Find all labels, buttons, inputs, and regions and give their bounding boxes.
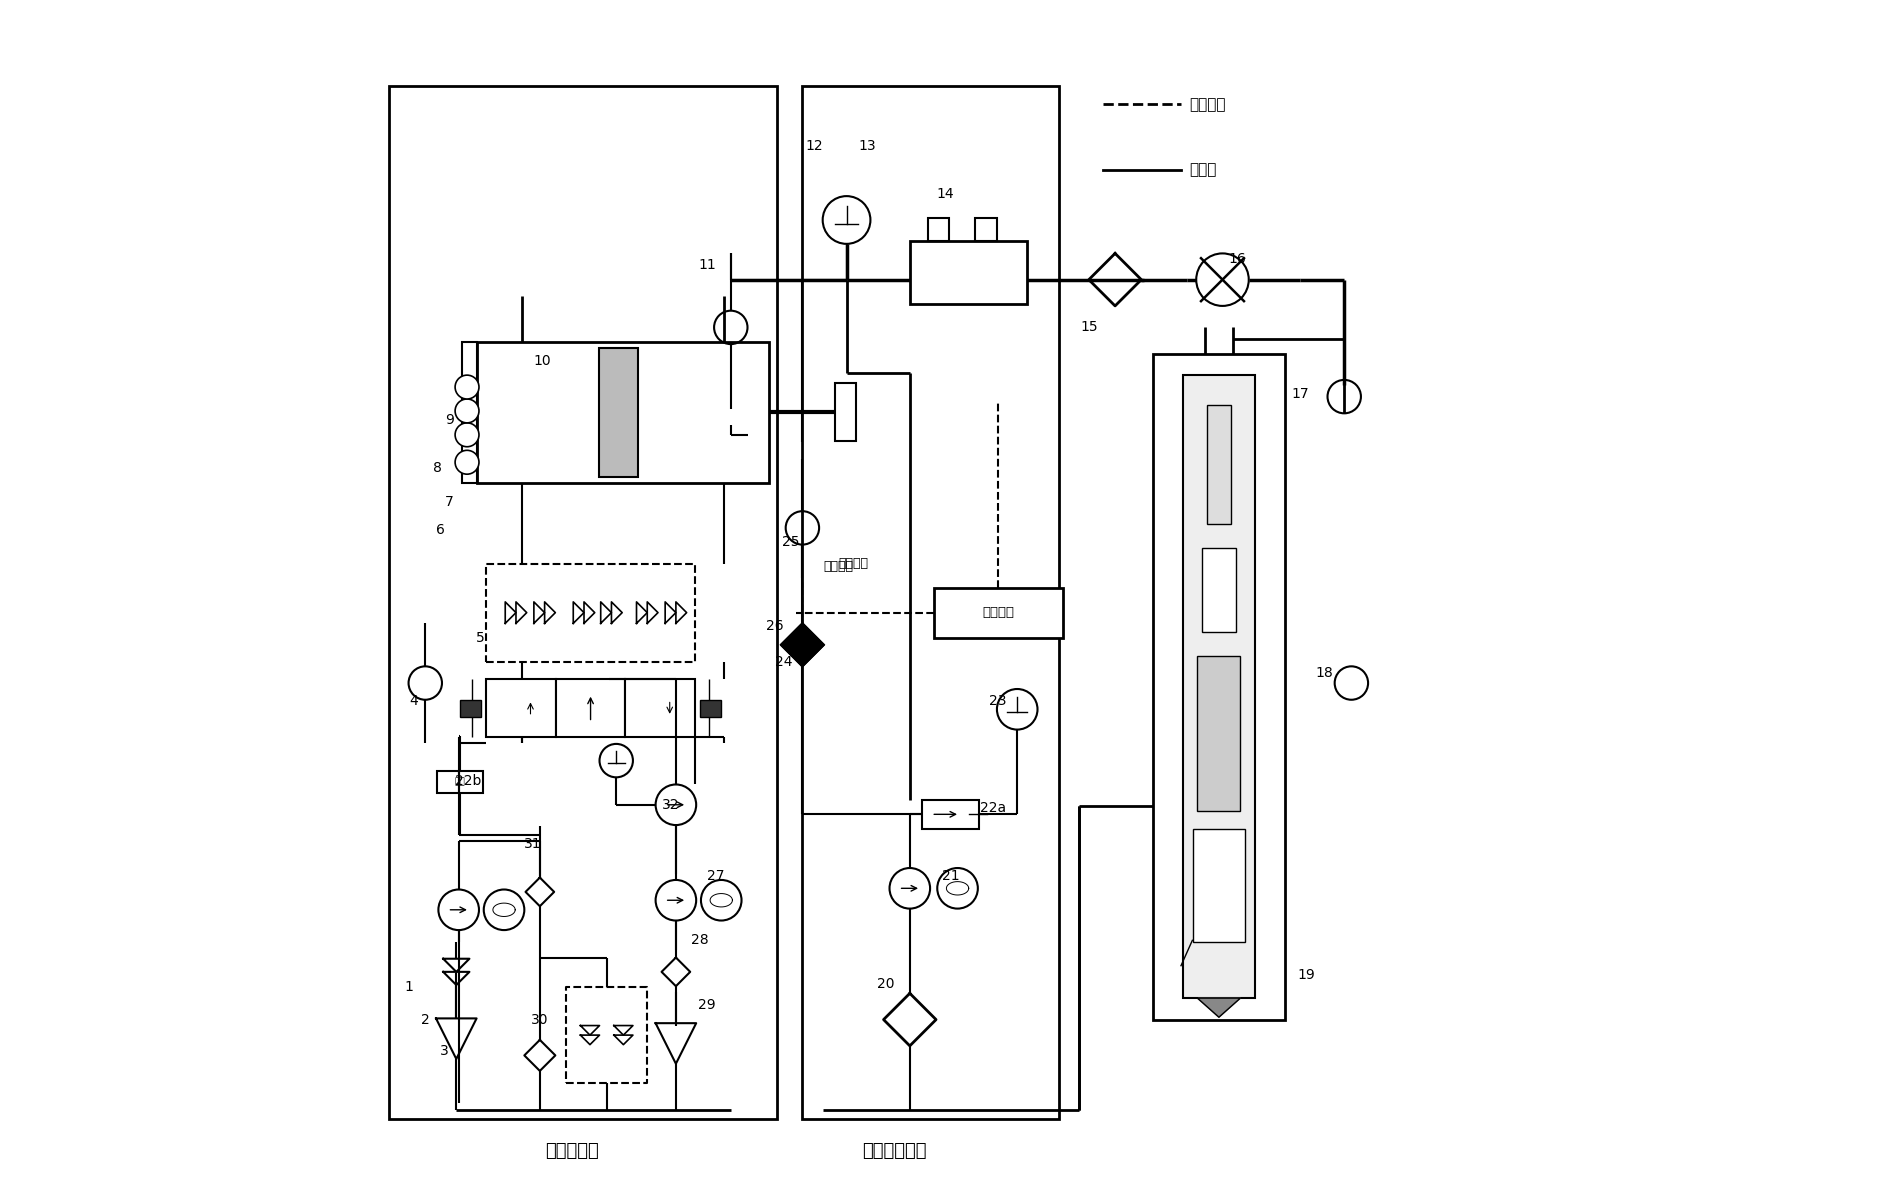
Text: 4: 4 xyxy=(410,694,417,707)
Text: 18: 18 xyxy=(1316,667,1333,681)
Text: 11: 11 xyxy=(698,258,717,272)
Text: 遥控: 遥控 xyxy=(455,778,465,787)
Bar xyxy=(461,699,482,717)
Circle shape xyxy=(455,399,480,423)
Bar xyxy=(626,680,696,736)
Text: 7: 7 xyxy=(446,495,453,508)
Bar xyxy=(485,680,556,736)
Bar xyxy=(476,342,770,482)
Bar xyxy=(1153,354,1285,1019)
Text: 8: 8 xyxy=(432,462,442,475)
Text: 控制油路: 控制油路 xyxy=(1189,97,1225,112)
Text: 15: 15 xyxy=(1081,320,1098,335)
Bar xyxy=(910,241,1028,303)
Text: 31: 31 xyxy=(523,837,542,851)
Text: 19: 19 xyxy=(1297,969,1316,982)
Bar xyxy=(927,217,950,241)
Polygon shape xyxy=(781,623,825,667)
Bar xyxy=(921,800,978,829)
Circle shape xyxy=(455,423,480,447)
Text: 6: 6 xyxy=(436,523,446,537)
Polygon shape xyxy=(1198,998,1240,1017)
Text: 触发信号: 触发信号 xyxy=(838,558,868,571)
Bar xyxy=(700,699,720,717)
Text: 22b: 22b xyxy=(455,773,482,788)
Bar xyxy=(599,348,637,476)
Bar xyxy=(1208,405,1231,524)
Text: 30: 30 xyxy=(531,1013,548,1026)
Bar xyxy=(975,217,997,241)
Text: 5: 5 xyxy=(476,631,485,645)
Text: 25: 25 xyxy=(781,535,800,549)
Bar xyxy=(1202,548,1236,632)
Text: 1: 1 xyxy=(404,981,413,994)
Bar xyxy=(438,771,483,793)
Text: 20: 20 xyxy=(878,977,895,990)
Text: 3: 3 xyxy=(440,1043,449,1058)
Text: 24: 24 xyxy=(775,655,793,669)
Text: 23: 23 xyxy=(990,694,1007,707)
Circle shape xyxy=(455,375,480,399)
Text: 21: 21 xyxy=(942,869,959,884)
Text: 2: 2 xyxy=(421,1013,430,1026)
Bar xyxy=(802,86,1060,1119)
Text: 触发信号: 触发信号 xyxy=(823,560,853,573)
Text: 电控单元: 电控单元 xyxy=(982,607,1014,619)
Bar xyxy=(389,86,777,1119)
Text: 14: 14 xyxy=(937,187,954,200)
Bar xyxy=(1198,656,1240,811)
Text: 12: 12 xyxy=(806,139,823,153)
Text: 液压油单元: 液压油单元 xyxy=(546,1143,599,1161)
Circle shape xyxy=(455,451,480,474)
Text: 燃油供油单元: 燃油供油单元 xyxy=(863,1143,927,1161)
Text: 10: 10 xyxy=(533,354,552,368)
Bar xyxy=(556,680,626,736)
Text: 电控单元: 电控单元 xyxy=(942,603,973,615)
Text: 22a: 22a xyxy=(980,801,1007,815)
Bar xyxy=(1183,375,1255,998)
Bar xyxy=(463,342,476,482)
Text: 17: 17 xyxy=(1291,387,1308,402)
Text: 29: 29 xyxy=(698,999,715,1012)
Text: 32: 32 xyxy=(662,797,681,812)
Bar xyxy=(834,384,857,441)
Text: 9: 9 xyxy=(446,414,453,428)
Text: 16: 16 xyxy=(1229,252,1246,266)
Bar xyxy=(933,588,1062,638)
Text: 28: 28 xyxy=(690,933,709,947)
Text: 13: 13 xyxy=(859,139,876,153)
Text: 信号线: 信号线 xyxy=(1189,162,1217,177)
Text: 26: 26 xyxy=(766,619,783,633)
Bar xyxy=(1193,829,1246,942)
Text: 27: 27 xyxy=(707,869,724,884)
